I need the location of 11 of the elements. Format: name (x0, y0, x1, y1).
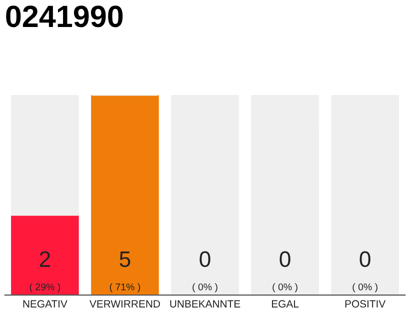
x-tick-label: UNBEKANNTE (170, 300, 240, 308)
x-tick-label: POSITIV (345, 300, 386, 308)
data-label: 5 ( 71% ) (110, 252, 140, 292)
data-label: 2 ( 29% ) (30, 251, 60, 292)
data-label: 0 ( 0% ) (272, 251, 298, 292)
data-label: 0 ( 0% ) (192, 251, 218, 292)
x-tick-label: NEGATIV (23, 300, 68, 308)
data-label: 0 ( 0% ) (352, 251, 378, 292)
x-tick-label: EGAL (272, 300, 299, 308)
x-tick-label: VERWIRREND (90, 300, 160, 308)
chart-title: 0241990 (6, 6, 123, 28)
